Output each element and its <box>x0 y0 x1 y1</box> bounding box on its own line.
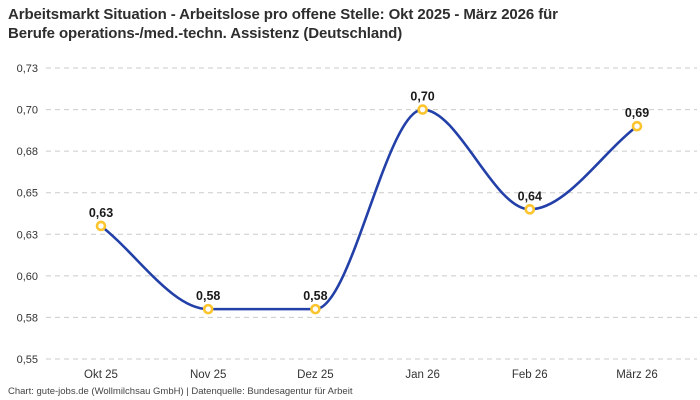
chart-title: Arbeitsmarkt Situation - Arbeitslose pro… <box>8 5 678 43</box>
data-point-label: 0,58 <box>196 289 220 303</box>
x-tick-label: Jan 26 <box>405 369 440 381</box>
data-point-marker <box>310 303 321 315</box>
y-tick-label: 0,68 <box>17 146 38 158</box>
y-tick-label: 0,55 <box>17 354 38 366</box>
x-tick-label: Okt 25 <box>84 369 118 381</box>
data-point-label: 0,58 <box>303 289 327 303</box>
data-point-label: 0,64 <box>518 189 542 203</box>
data-point-label: 0,69 <box>625 106 649 120</box>
chart-title-line-2: Berufe operations-/med.-techn. Assistenz… <box>8 25 403 42</box>
y-tick-label: 0,58 <box>17 312 38 324</box>
data-point-marker <box>524 204 536 215</box>
y-tick-label: 0,70 <box>17 105 38 117</box>
x-tick-label: März 26 <box>616 369 658 381</box>
y-tick-label: 0,60 <box>17 271 38 283</box>
data-point-label: 0,70 <box>410 90 434 104</box>
data-point-label: 0,63 <box>89 206 113 220</box>
data-line <box>99 108 639 311</box>
y-tick-label: 0,73 <box>17 63 38 75</box>
data-point-marker <box>631 120 643 132</box>
chart-source-credit: Chart: gute-jobs.de (Wollmilchsau GmbH) … <box>8 386 353 397</box>
x-tick-label: Nov 25 <box>190 369 226 381</box>
x-tick-label: Dez 25 <box>297 369 333 381</box>
y-tick-label: 0,65 <box>17 188 38 200</box>
y-tick-label: 0,63 <box>17 229 38 241</box>
data-point-marker <box>202 303 214 315</box>
chart-title-line-1: Arbeitsmarkt Situation - Arbeitslose pro… <box>8 6 558 23</box>
data-point-marker <box>95 220 107 232</box>
data-point-marker <box>417 104 428 115</box>
x-tick-label: Feb 26 <box>512 369 548 381</box>
